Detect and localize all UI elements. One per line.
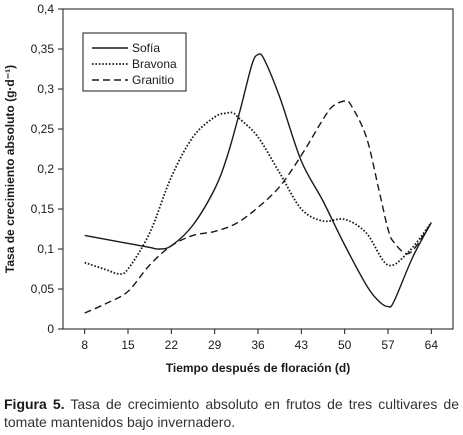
series-line-2: [84, 111, 433, 275]
y-tick-label: 0,3: [37, 82, 54, 96]
y-tick-label: 0: [47, 322, 54, 336]
legend: Sofía Bravona Granitio: [82, 32, 187, 92]
y-tick-label: 0,1: [37, 242, 54, 256]
x-axis-ticks: 8 15 22 29 36 43 50 57 64: [81, 329, 438, 352]
figure-caption-text: Tasa de crecimiento absoluto en frutos d…: [4, 396, 459, 430]
y-axis-ticks: 0 0,05 0,1 0,15 0,2 0,25 0,3 0,35 0,4: [31, 2, 63, 336]
x-tick-label: 22: [165, 338, 179, 352]
y-tick-label: 0,2: [37, 162, 54, 176]
figure-caption: Figura 5. Tasa de crecimiento absoluto e…: [4, 395, 459, 431]
y-axis-label: Tasa de crecimiento absoluto (g·d⁻¹): [3, 65, 17, 273]
legend-items: Sofía Bravona Granitio: [92, 41, 177, 87]
legend-label-2: Bravona: [132, 57, 177, 71]
x-tick-label: 29: [208, 338, 222, 352]
legend-box: [82, 32, 187, 92]
legend-label-3: Granitio: [132, 73, 174, 87]
series-line-3: [84, 99, 432, 314]
y-tick-label: 0,4: [37, 2, 54, 16]
figure-label: Figura 5.: [4, 396, 65, 412]
x-tick-label: 57: [381, 338, 395, 352]
series-line-1: [84, 53, 432, 308]
y-tick-label: 0,35: [31, 42, 55, 56]
x-tick-label: 50: [338, 338, 352, 352]
y-tick-label: 0,15: [31, 202, 55, 216]
x-tick-label: 8: [81, 338, 88, 352]
x-tick-label: 43: [295, 338, 309, 352]
x-tick-label: 36: [251, 338, 265, 352]
x-tick-label: 15: [121, 338, 135, 352]
y-tick-label: 0,25: [31, 122, 55, 136]
y-tick-label: 0,05: [31, 282, 55, 296]
legend-label-1: Sofía: [132, 41, 160, 55]
x-tick-label: 64: [425, 338, 439, 352]
chart: 0 0,05 0,1 0,15 0,2 0,25 0,3 0,35 0,4 8 15 22 29 36 4…: [3, 2, 454, 375]
series-layer: [84, 53, 433, 314]
x-axis-label: Tiempo después de floración (d): [166, 361, 350, 375]
